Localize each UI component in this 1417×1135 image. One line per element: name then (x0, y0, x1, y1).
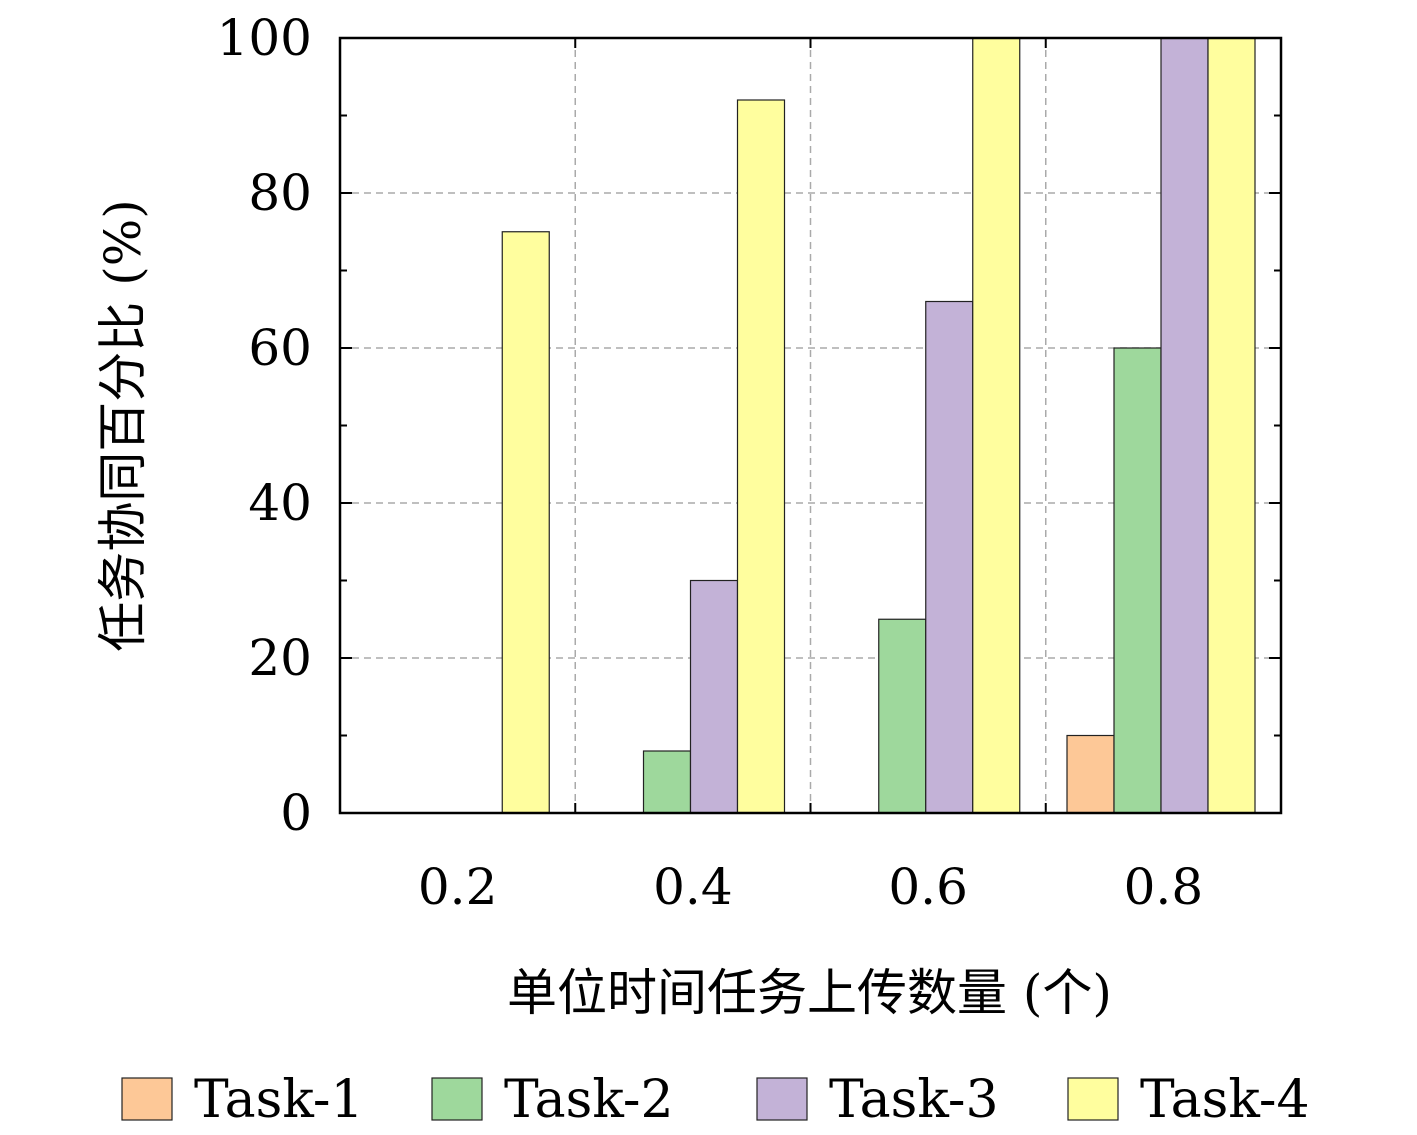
bar-task-3-0.8 (1160, 37, 1209, 814)
bar-task-2-0.6 (878, 618, 927, 814)
x-tick-label: 0.6 (888, 858, 968, 916)
legend-swatch-task-2 (431, 1077, 483, 1121)
legend-swatch-task-3 (756, 1077, 808, 1121)
y-tick-label: 0 (280, 784, 312, 842)
bar-task-1-0.8 (1066, 734, 1115, 814)
bar-task-2-0.4 (642, 750, 692, 814)
bar-task-3-0.4 (689, 579, 739, 814)
legend-swatch-task-1 (121, 1077, 173, 1121)
legend-label-task-2: Task-2 (504, 1070, 674, 1130)
x-tick-label: 0.8 (1124, 858, 1204, 916)
y-tick-label: 40 (248, 474, 312, 532)
y-tick-label: 80 (248, 164, 312, 222)
bar-task-2-0.8 (1113, 347, 1162, 814)
x-axis-title: 单位时间任务上传数量 (个) (507, 964, 1112, 1022)
legend-swatch-task-4 (1067, 1077, 1119, 1121)
legend: Task-1 Task-2 Task-3 Task-4 (121, 1070, 1310, 1130)
y-axis-title: 任务协同百分比 (%) (94, 199, 152, 651)
bar-task-3-0.6 (925, 300, 974, 814)
y-tick-label: 100 (217, 9, 312, 67)
y-tick-label: 60 (248, 319, 312, 377)
y-tick-label: 20 (248, 629, 312, 687)
legend-label-task-3: Task-3 (829, 1070, 999, 1130)
bar-task-4-0.8 (1207, 37, 1256, 814)
x-tick-label: 0.2 (418, 858, 498, 916)
bar-task-4-0.2 (501, 231, 550, 814)
bars (501, 37, 1256, 814)
legend-label-task-1: Task-1 (194, 1070, 364, 1130)
x-tick-label: 0.4 (653, 858, 733, 916)
bar-task-4-0.4 (736, 99, 786, 814)
legend-label-task-4: Task-4 (1140, 1070, 1310, 1130)
bar-task-4-0.6 (972, 37, 1021, 814)
tick-labels: 0 20 40 60 80 100 0.2 0.4 0.6 0.8 (217, 9, 1204, 916)
ticks (340, 37, 1281, 814)
